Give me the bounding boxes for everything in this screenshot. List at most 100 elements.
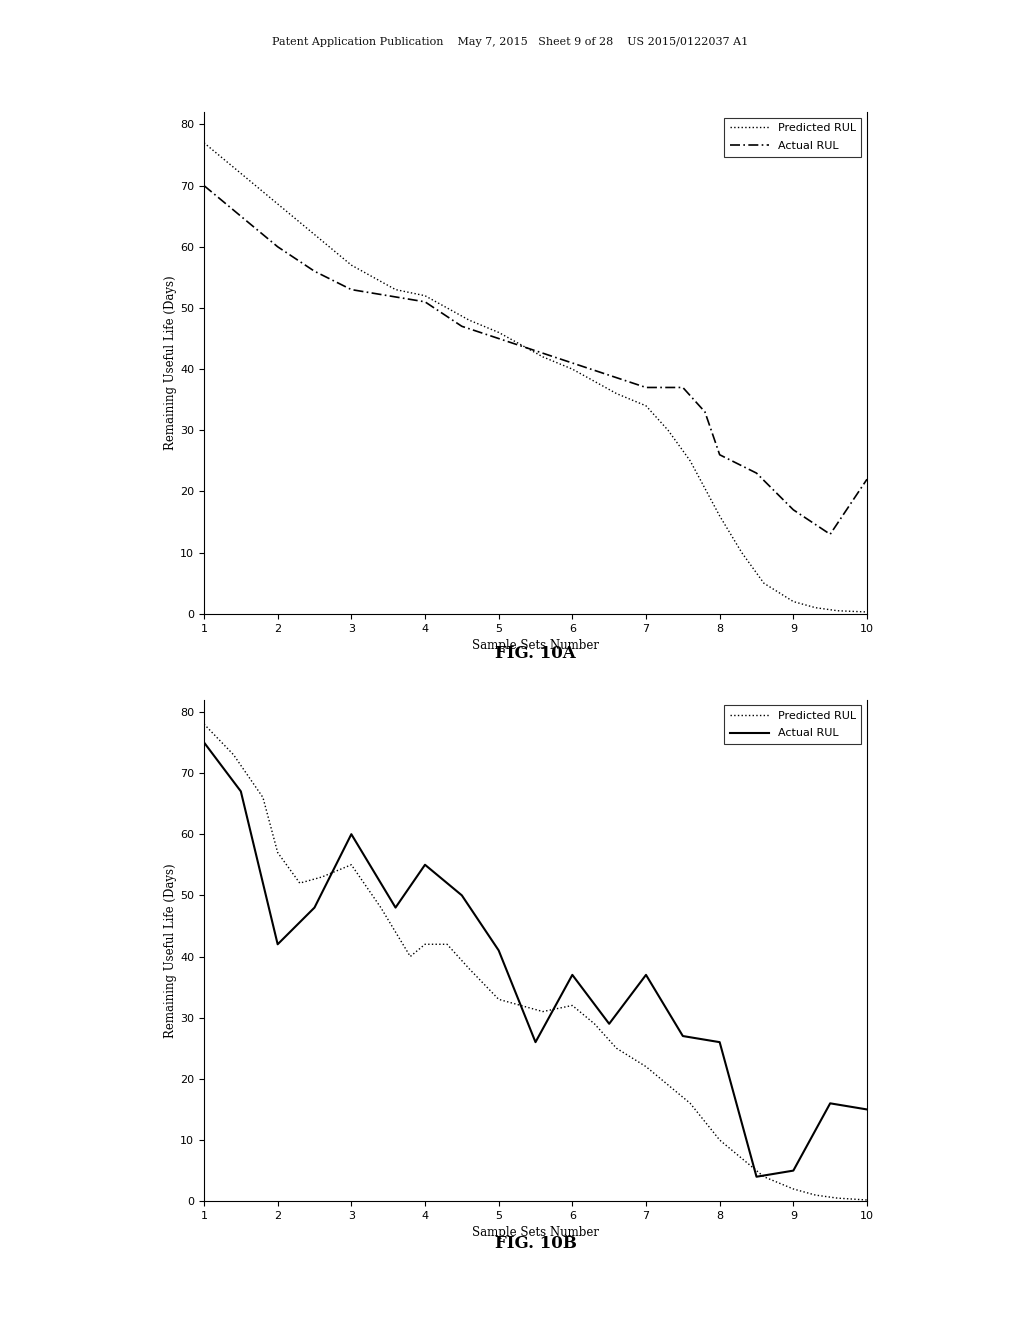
Predicted RUL	[344, 257, 357, 273]
Predicted RUL	[389, 281, 401, 297]
Predicted RUL	[220, 153, 232, 169]
Actual RUL	[823, 1096, 836, 1111]
Actual RUL	[344, 826, 357, 842]
Predicted RUL	[344, 857, 357, 873]
Actual RUL	[529, 1035, 541, 1051]
Actual RUL	[750, 1168, 762, 1184]
Predicted RUL	[684, 1096, 696, 1111]
Predicted RUL	[830, 1191, 843, 1206]
Y-axis label: Remaining Useful Life (Days): Remaining Useful Life (Days)	[164, 276, 177, 450]
Actual RUL	[713, 447, 726, 463]
Actual RUL	[639, 968, 651, 983]
Actual RUL	[602, 367, 614, 383]
Y-axis label: Remaining Useful Life (Days): Remaining Useful Life (Days)	[164, 863, 177, 1038]
Actual RUL	[860, 1101, 872, 1117]
Actual RUL	[308, 900, 320, 916]
Actual RUL	[382, 288, 394, 304]
Text: FIG. 10B: FIG. 10B	[494, 1236, 576, 1251]
Actual RUL	[823, 527, 836, 543]
Predicted RUL	[271, 845, 283, 861]
Actual RUL	[566, 355, 578, 371]
Predicted RUL	[609, 1040, 622, 1056]
Actual RUL	[566, 968, 578, 983]
Predicted RUL	[198, 135, 210, 150]
Predicted RUL	[463, 313, 475, 329]
Predicted RUL	[639, 1059, 651, 1074]
Actual RUL	[308, 263, 320, 279]
Actual RUL	[676, 1028, 688, 1044]
Actual RUL	[713, 1035, 726, 1051]
Actual RUL	[271, 239, 283, 255]
Actual RUL	[367, 863, 379, 879]
Predicted RUL	[440, 936, 452, 952]
Predicted RUL	[367, 269, 379, 285]
Predicted RUL	[588, 1016, 600, 1032]
Line: Predicted RUL: Predicted RUL	[204, 143, 866, 612]
Actual RUL	[455, 887, 468, 903]
Actual RUL	[529, 343, 541, 359]
Predicted RUL	[293, 214, 306, 230]
Actual RUL	[654, 380, 666, 396]
Text: FIG. 10A: FIG. 10A	[494, 645, 576, 661]
Predicted RUL	[661, 422, 674, 438]
Predicted RUL	[257, 789, 269, 805]
Predicted RUL	[808, 1187, 820, 1203]
Text: Patent Application Publication    May 7, 2015   Sheet 9 of 28    US 2015/0122037: Patent Application Publication May 7, 20…	[272, 37, 747, 48]
Predicted RUL	[609, 385, 622, 401]
Predicted RUL	[242, 172, 254, 187]
Predicted RUL	[515, 998, 527, 1014]
Actual RUL	[271, 936, 283, 952]
Actual RUL	[234, 209, 247, 224]
Actual RUL	[787, 502, 799, 517]
Actual RUL	[198, 734, 210, 750]
Actual RUL	[344, 281, 357, 297]
Predicted RUL	[757, 1168, 769, 1184]
Predicted RUL	[419, 936, 431, 952]
Actual RUL	[198, 178, 210, 194]
Predicted RUL	[787, 1181, 799, 1197]
Predicted RUL	[860, 605, 872, 620]
Predicted RUL	[463, 961, 475, 977]
Actual RUL	[860, 471, 872, 487]
Predicted RUL	[492, 325, 504, 341]
Line: Actual RUL: Actual RUL	[204, 186, 866, 535]
Actual RUL	[698, 404, 710, 420]
Actual RUL	[602, 1016, 614, 1032]
Actual RUL	[639, 380, 651, 396]
Actual RUL	[750, 465, 762, 480]
Legend: Predicted RUL, Actual RUL: Predicted RUL, Actual RUL	[723, 117, 861, 157]
Predicted RUL	[227, 747, 239, 763]
Predicted RUL	[271, 197, 283, 213]
Predicted RUL	[684, 453, 696, 469]
Predicted RUL	[536, 1003, 548, 1019]
Actual RUL	[389, 900, 401, 916]
Predicted RUL	[566, 362, 578, 378]
Actual RUL	[455, 318, 468, 334]
Predicted RUL	[404, 949, 416, 965]
Actual RUL	[492, 330, 504, 346]
Predicted RUL	[374, 900, 386, 916]
Predicted RUL	[808, 599, 820, 615]
Predicted RUL	[713, 1133, 726, 1148]
X-axis label: Sample Sets Number: Sample Sets Number	[472, 1226, 598, 1239]
Actual RUL	[419, 857, 431, 873]
Predicted RUL	[198, 717, 210, 733]
X-axis label: Sample Sets Number: Sample Sets Number	[472, 639, 598, 652]
Actual RUL	[419, 294, 431, 310]
Line: Actual RUL: Actual RUL	[204, 742, 866, 1176]
Actual RUL	[492, 942, 504, 958]
Predicted RUL	[316, 869, 328, 884]
Line: Predicted RUL: Predicted RUL	[204, 725, 866, 1200]
Predicted RUL	[661, 1077, 674, 1093]
Predicted RUL	[316, 232, 328, 248]
Predicted RUL	[588, 374, 600, 389]
Predicted RUL	[515, 337, 527, 352]
Predicted RUL	[492, 991, 504, 1007]
Predicted RUL	[440, 300, 452, 315]
Predicted RUL	[735, 545, 747, 561]
Legend: Predicted RUL, Actual RUL: Predicted RUL, Actual RUL	[723, 705, 861, 744]
Predicted RUL	[536, 348, 548, 364]
Predicted RUL	[830, 603, 843, 619]
Predicted RUL	[419, 288, 431, 304]
Actual RUL	[234, 784, 247, 800]
